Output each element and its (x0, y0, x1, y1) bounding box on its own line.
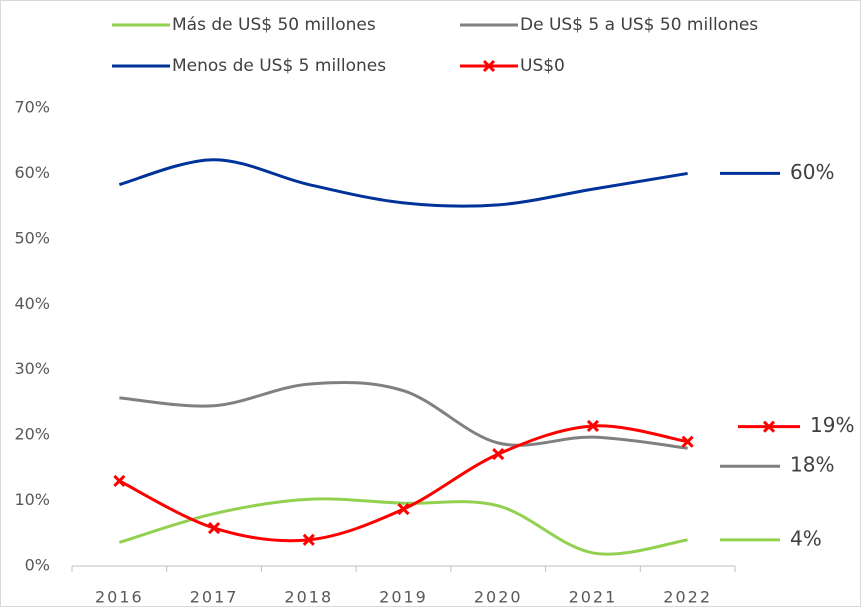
y-tick-label: 20% (14, 425, 50, 444)
series-line (118, 497, 688, 556)
marker (113, 474, 126, 488)
y-tick-label: 70% (14, 98, 50, 117)
end-label: 18% (790, 453, 834, 477)
y-tick-label: 10% (14, 490, 50, 509)
series-line (119, 381, 688, 450)
end-label: 19% (810, 413, 854, 437)
marker (208, 521, 221, 535)
x-tick-label: 2016 (95, 588, 144, 607)
end-label: 4% (790, 526, 822, 550)
legend-label: US$0 (520, 56, 565, 76)
y-tick-label: 40% (14, 294, 50, 313)
x-tick-label: 2018 (284, 588, 333, 607)
marker (302, 533, 315, 546)
x-tick-label: 2022 (663, 588, 712, 607)
series-line (118, 158, 688, 208)
x-tick-label: 2021 (569, 588, 618, 607)
x-tick-label: 2020 (474, 588, 523, 607)
end-label-marker (762, 420, 776, 433)
y-tick-label: 30% (14, 359, 50, 378)
x-tick-label: 2017 (190, 588, 239, 607)
marker (586, 419, 599, 433)
x-tick-label: 2019 (379, 588, 428, 607)
legend-label: Más de US$ 50 millones (172, 15, 376, 35)
marker (492, 448, 505, 461)
legend-marker (482, 59, 496, 73)
marker (397, 503, 410, 516)
legend-label: Menos de US$ 5 millones (172, 56, 386, 76)
y-tick-label: 60% (14, 163, 50, 182)
marker (681, 435, 694, 448)
end-label: 60% (790, 160, 834, 184)
y-tick-label: 50% (14, 228, 50, 247)
legend-label: De US$ 5 a US$ 50 millones (520, 15, 758, 35)
y-tick-label: 0% (25, 556, 50, 575)
